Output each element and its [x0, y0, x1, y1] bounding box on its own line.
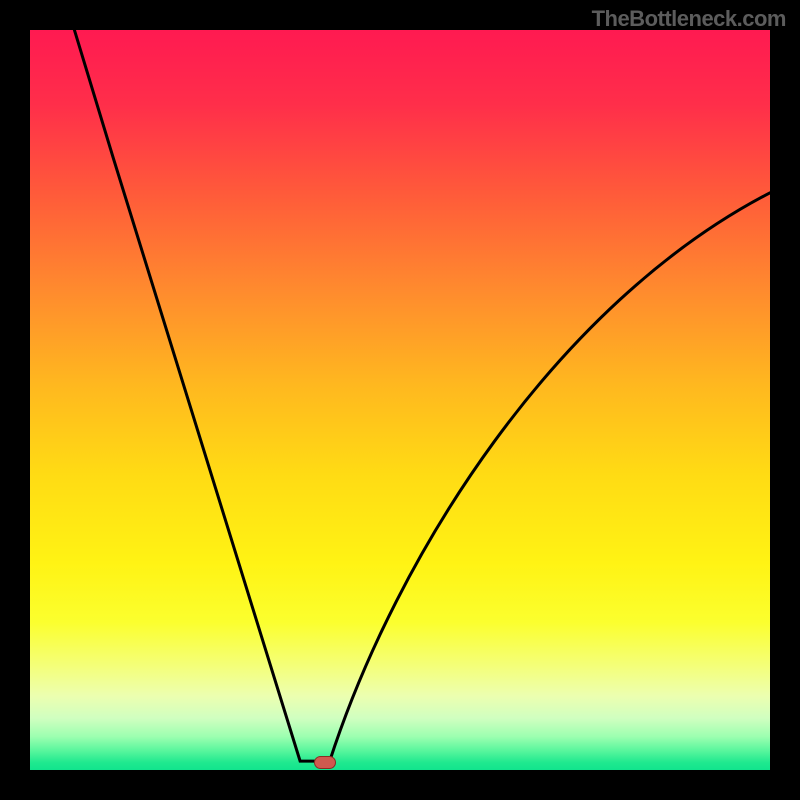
optimal-point-marker	[314, 756, 336, 769]
bottleneck-curve	[30, 30, 770, 770]
plot-area	[30, 30, 770, 770]
watermark-text: TheBottleneck.com	[592, 6, 786, 32]
